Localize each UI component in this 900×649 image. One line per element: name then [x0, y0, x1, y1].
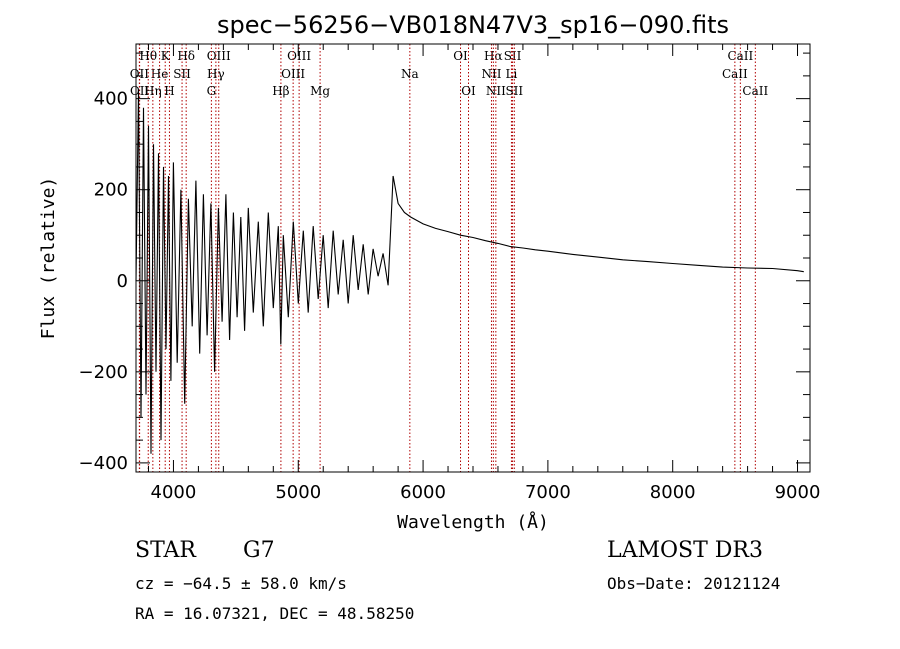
line-label-10: Hγ — [207, 67, 225, 81]
line-label-19: Hα — [484, 49, 503, 63]
y-tick-label-4: 400 — [94, 89, 128, 110]
chart-title: spec−56256−VB018N47V3_sp16−090.fits — [217, 11, 729, 39]
line-label-18: OI — [461, 84, 476, 98]
x-axis-label: Wavelength (Å) — [397, 511, 549, 533]
line-label-20: NII — [481, 67, 501, 81]
line-label-5: Hη — [144, 84, 162, 98]
line-label-15: Mg — [310, 84, 330, 98]
line-label-16: Na — [401, 67, 419, 81]
line-label-0: Hθ — [139, 49, 157, 63]
line-label-12: Hβ — [272, 84, 289, 98]
line-label-13: OIII — [287, 49, 311, 63]
x-tick-label-5: 9000 — [775, 482, 821, 503]
line-label-21: NII — [486, 84, 506, 98]
line-label-8: Hδ — [177, 49, 195, 63]
line-label-2: OII — [130, 84, 150, 98]
star-class: STAR — [135, 538, 196, 563]
line-label-26: CaII — [722, 67, 748, 81]
line-label-17: OI — [453, 49, 468, 63]
line-label-27: CaII — [742, 84, 768, 98]
line-label-3: K — [161, 49, 171, 63]
ra-dec: RA = 16.07321, DEC = 48.58250 — [135, 604, 415, 623]
spectrum-line — [135, 89, 804, 454]
line-label-11: G — [207, 84, 217, 98]
line-label-6: H — [164, 84, 174, 98]
y-tick-label-1: −200 — [79, 362, 128, 383]
x-tick-label-2: 6000 — [400, 482, 446, 503]
x-tick-label-0: 4000 — [151, 482, 197, 503]
y-tick-label-0: −400 — [79, 453, 128, 474]
survey-name: LAMOST DR3 — [607, 538, 763, 563]
line-label-25: CaII — [727, 49, 753, 63]
y-axis-label: Flux (relative) — [38, 177, 59, 340]
line-label-22: SII — [504, 49, 522, 63]
line-label-4: He — [151, 67, 169, 81]
line-label-1: OII — [130, 67, 150, 81]
line-label-14: OIII — [281, 67, 305, 81]
obs-date: Obs−Date: 20121124 — [607, 574, 781, 593]
x-tick-label-3: 7000 — [525, 482, 571, 503]
plot-frame — [135, 43, 811, 473]
x-tick-label-1: 5000 — [275, 482, 321, 503]
redshift-cz: cz = −64.5 ± 58.0 km/s — [135, 574, 347, 593]
line-label-9: OIII — [207, 49, 231, 63]
y-tick-label-2: 0 — [117, 271, 128, 292]
line-label-23: Li — [506, 67, 518, 81]
x-tick-label-4: 8000 — [650, 482, 696, 503]
y-tick-label-3: 200 — [94, 180, 128, 201]
line-label-24: SII — [505, 84, 523, 98]
star-subclass: G7 — [243, 538, 275, 563]
line-label-7: SII — [173, 67, 191, 81]
